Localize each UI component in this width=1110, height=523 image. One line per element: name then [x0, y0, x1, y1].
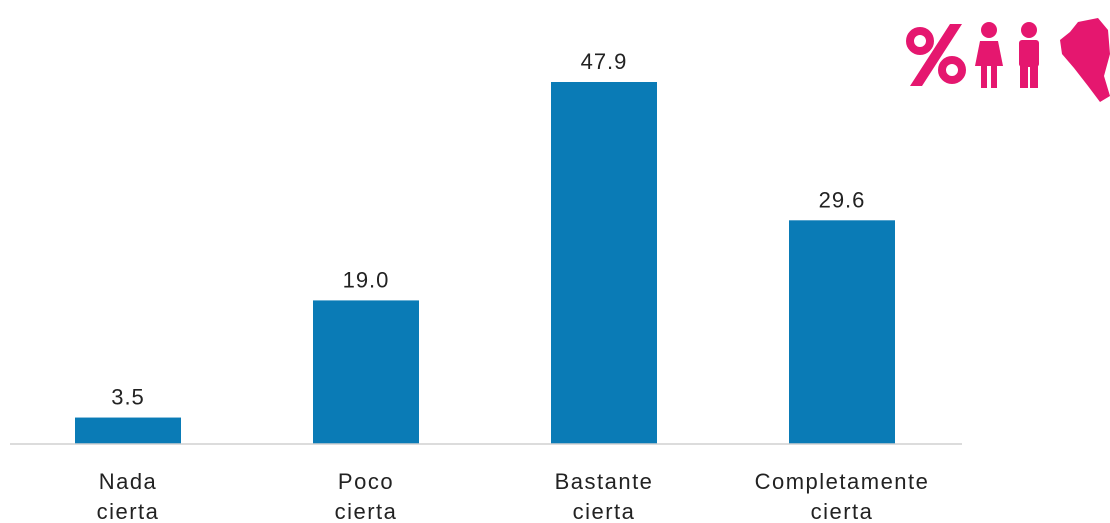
value-labels-group: 3.5 19.0 47.9 29.6	[111, 49, 866, 410]
category-label-2-line-1: cierta	[573, 499, 636, 523]
category-label-0-line-0: Nada	[99, 469, 158, 494]
bars-group	[75, 82, 895, 444]
category-label-1-line-0: Poco	[338, 469, 394, 494]
girl-icon	[975, 22, 1003, 88]
category-label-1-line-1: cierta	[335, 499, 398, 523]
bar-0	[75, 417, 181, 444]
value-label-2: 47.9	[581, 49, 628, 74]
category-labels-group: Nada cierta Poco cierta Bastante cierta Comple…	[97, 469, 930, 523]
boy-icon	[1019, 22, 1039, 88]
bar-2	[551, 82, 657, 444]
category-label-0-line-1: cierta	[97, 499, 160, 523]
value-label-1: 19.0	[343, 267, 390, 292]
category-label-3-line-0: Completamente	[755, 469, 930, 494]
peru-map-icon	[1060, 18, 1110, 102]
brand-logo	[906, 18, 1110, 102]
bar-3	[789, 220, 895, 444]
bar-1	[313, 300, 419, 444]
percent-icon	[906, 24, 966, 86]
value-label-3: 29.6	[819, 187, 866, 212]
value-label-0: 3.5	[111, 385, 145, 410]
category-label-2-line-0: Bastante	[555, 469, 654, 494]
category-label-3-line-1: cierta	[811, 499, 874, 523]
